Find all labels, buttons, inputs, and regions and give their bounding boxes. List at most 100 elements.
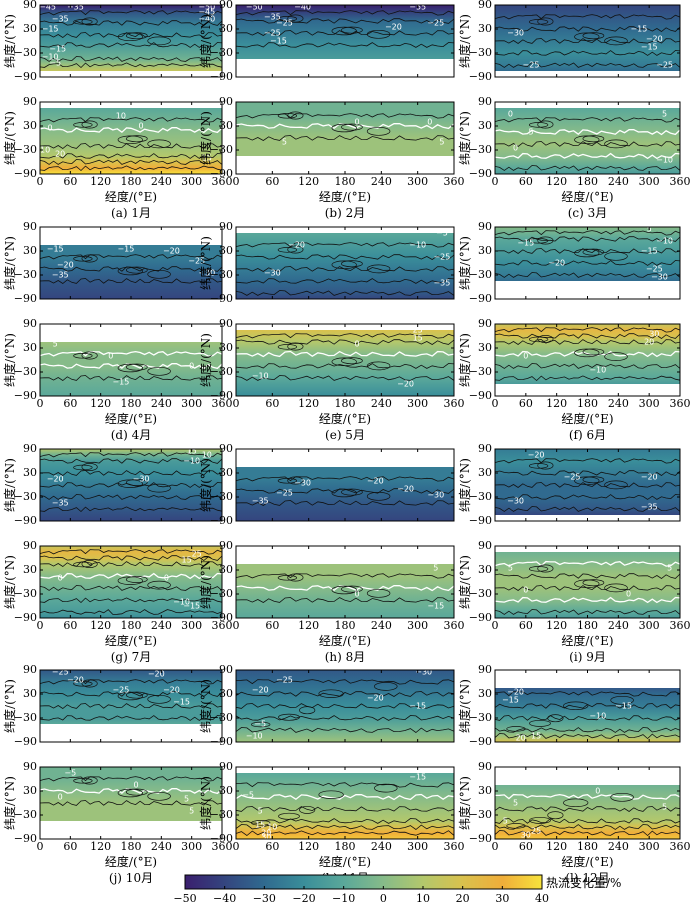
contour-loop — [604, 480, 628, 490]
contour-label: −25 — [646, 265, 663, 274]
contour-loop — [604, 583, 628, 593]
contour-loop — [318, 790, 344, 799]
contour-loop — [341, 123, 363, 131]
contour-line — [235, 339, 455, 345]
contour-line — [39, 800, 223, 806]
heatmap-field — [236, 102, 454, 156]
contour-loop — [529, 816, 551, 824]
contour-label: 0 — [523, 586, 528, 595]
y-tick-label: 30 — [23, 466, 37, 479]
contour-line — [235, 703, 455, 709]
y-tick-label: −90 — [14, 70, 37, 83]
x-axis-label: 经度/(°E) — [561, 854, 613, 869]
y-tick-label: 30 — [478, 119, 492, 132]
x-axis-label: 经度/(°E) — [561, 411, 613, 426]
y-axis-label: 纬度/(°N) — [457, 776, 472, 830]
contour-loop — [73, 778, 93, 784]
y-axis-label: 纬度/(°N) — [457, 679, 472, 733]
contour-label: −15 — [117, 245, 134, 254]
contour-line — [39, 555, 223, 561]
y-axis-label: 纬度/(°N) — [2, 111, 17, 165]
y-tick-label: 90 — [23, 539, 37, 552]
contour-loop — [528, 238, 549, 244]
heatmap-field — [495, 227, 680, 281]
y-tick-label: 90 — [23, 663, 37, 676]
y-tick-label: 90 — [219, 220, 233, 233]
colorbar-ramp — [184, 874, 543, 890]
y-tick-label: 30 — [23, 244, 37, 257]
contour-loop — [331, 357, 357, 367]
contour-label: −25 — [276, 676, 293, 685]
contour-line — [494, 609, 681, 615]
contour-label: −5 — [436, 229, 448, 238]
contour-line — [39, 278, 223, 284]
contour-line — [494, 830, 681, 837]
x-tick-label: 0 — [37, 175, 44, 188]
contour-loop — [528, 336, 549, 343]
contour-label: −25 — [427, 19, 444, 28]
x-tick-label: 60 — [519, 840, 533, 853]
heatmap-field — [236, 5, 454, 59]
contour-label: −25 — [112, 686, 129, 695]
contour-loop — [506, 823, 526, 829]
contour-loop — [73, 353, 93, 359]
x-tick-label: 0 — [37, 619, 44, 632]
contour-loop — [331, 260, 357, 270]
contour-label: 5 — [282, 138, 287, 147]
contour-label: −10 — [656, 237, 673, 246]
x-tick-label: 300 — [639, 175, 660, 188]
contour-label: 25 — [192, 550, 202, 559]
contour-loop — [610, 695, 634, 705]
x-tick-label: 240 — [151, 840, 172, 853]
contour-loop — [125, 576, 148, 583]
contour-line — [235, 290, 455, 296]
contour-label: −20 — [548, 259, 565, 268]
contour-loop — [287, 245, 304, 254]
contour-label: −5 — [242, 791, 254, 800]
x-axis-label: 经度/(°E) — [319, 411, 371, 426]
contour-label: −10 — [173, 598, 190, 607]
contour-loop — [331, 488, 357, 498]
contour-loop — [610, 792, 634, 802]
y-tick-label: −30 — [210, 587, 233, 600]
contour-loop — [251, 721, 271, 728]
colorbar-tick-label: −10 — [332, 892, 355, 905]
y-tick-label: 90 — [478, 317, 492, 330]
y-tick-label: 30 — [478, 466, 492, 479]
contour-loop — [582, 348, 605, 356]
y-tick-label: 30 — [478, 784, 492, 797]
x-tick-label: 0 — [492, 397, 499, 410]
y-tick-label: −90 — [469, 514, 492, 527]
contour-label: −25 — [52, 668, 69, 677]
contour-label: 0 — [189, 362, 194, 371]
contour-line — [39, 452, 223, 458]
x-tick-label: 360 — [212, 175, 233, 188]
x-tick-label: 360 — [444, 619, 465, 632]
contour-label: −10 — [589, 366, 606, 375]
contour-label: 0 — [508, 110, 513, 119]
y-tick-label: 30 — [23, 687, 37, 700]
contour-loop — [604, 139, 628, 149]
contour-line — [494, 506, 681, 512]
contour-line — [39, 20, 223, 26]
x-axis-label: 经度/(°E) — [319, 633, 371, 648]
contour-loop — [287, 342, 304, 351]
contour-loop — [251, 820, 271, 826]
contour-line — [494, 38, 681, 44]
contour-loop — [287, 111, 304, 120]
contour-label: −30 — [427, 491, 444, 500]
panel-caption: (i) 9月 — [569, 650, 606, 664]
y-tick-label: −90 — [210, 70, 233, 83]
contour-label: 5 — [258, 807, 263, 816]
x-tick-label: 300 — [639, 619, 660, 632]
y-tick-label: −90 — [469, 832, 492, 845]
panel-caption: (e) 5月 — [325, 428, 365, 442]
contour-loop — [125, 32, 148, 40]
contour-loop — [81, 351, 98, 360]
x-tick-label: 0 — [492, 619, 499, 632]
x-tick-label: 300 — [407, 619, 428, 632]
contour-loop — [277, 344, 298, 350]
contour-loop — [81, 17, 98, 26]
contour-loop — [73, 464, 93, 471]
x-tick-label: 120 — [90, 397, 111, 410]
